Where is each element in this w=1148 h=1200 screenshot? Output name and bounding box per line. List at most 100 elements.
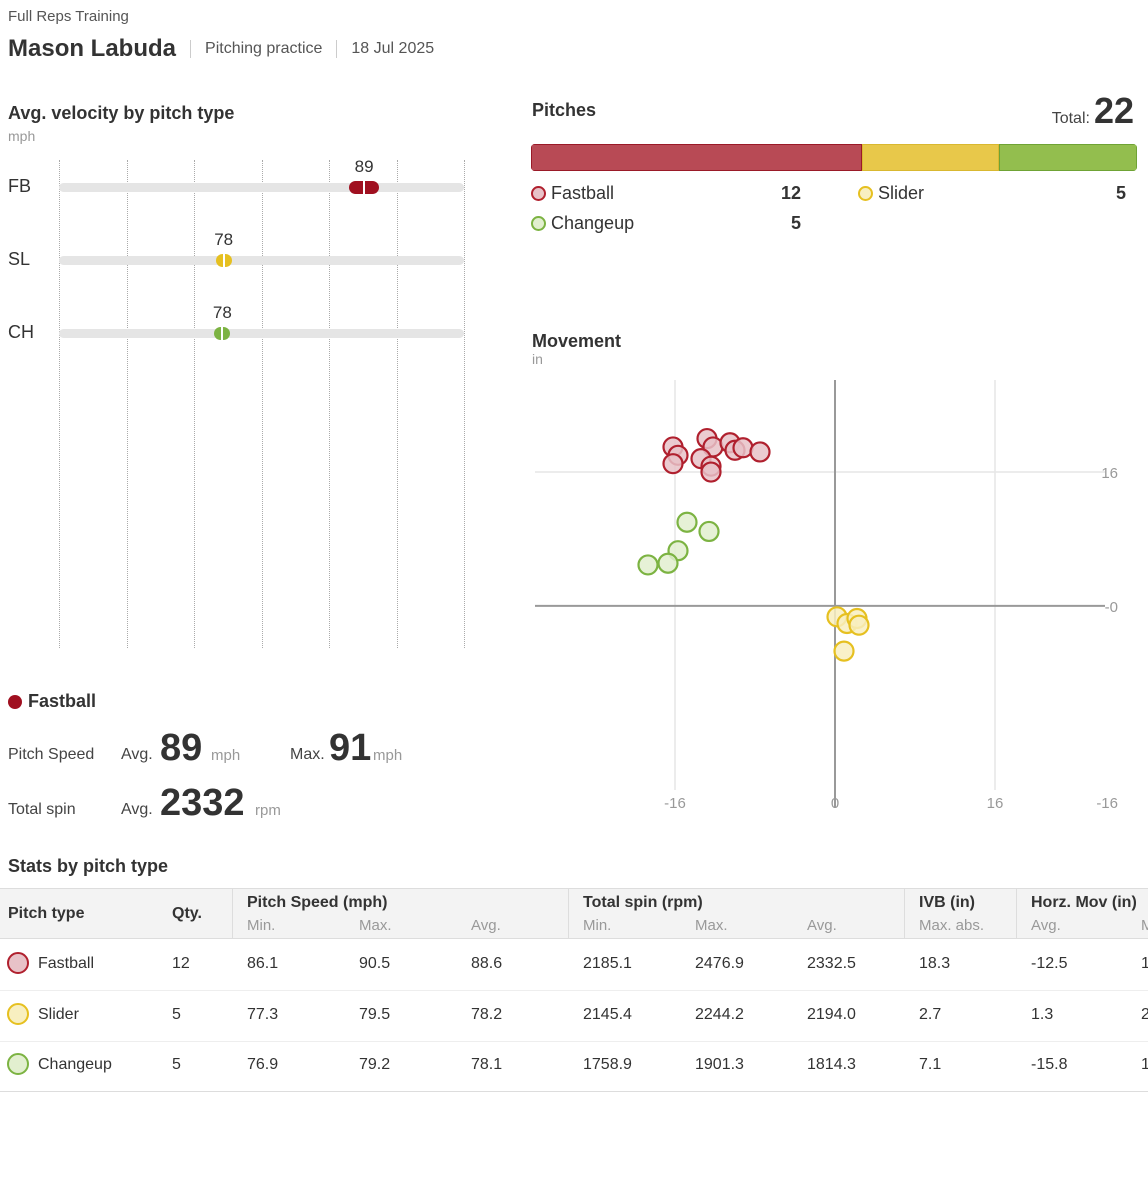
- legend-changeup-count: 5: [790, 213, 801, 233]
- velocity-value-label: 78: [214, 230, 234, 249]
- th-speed-avg[interactable]: Avg.: [471, 917, 501, 934]
- velocity-gridline: [396, 160, 398, 648]
- cell-ivb: 2.7: [919, 1005, 942, 1023]
- movement-x-tick: -16: [664, 795, 686, 812]
- th-qty[interactable]: Qty.: [172, 905, 202, 922]
- cell-pitch-name: Changeup: [38, 1056, 112, 1073]
- cell-s-avg: 88.6: [471, 955, 503, 972]
- th-pitch-type[interactable]: Pitch type: [8, 905, 85, 922]
- movement-chart: -16 0 16 -16 16 -0: [535, 380, 1118, 812]
- session-type: Pitching practice: [205, 40, 323, 57]
- max-speed-unit: mph: [373, 747, 403, 764]
- th-total-spin: Total spin (rpm): [583, 894, 703, 911]
- fastball-dot-icon: [8, 694, 22, 709]
- movement-point-slider[interactable]: [848, 614, 870, 636]
- pitches-total: Total: 22: [1052, 90, 1134, 132]
- movement-point-changeup[interactable]: [637, 554, 659, 576]
- slider-swatch-icon: [858, 186, 873, 201]
- th-spin-max[interactable]: Max.: [695, 917, 728, 934]
- cell-sp-max: 1901.3: [695, 1056, 744, 1073]
- cell-sp-max: 2476.9: [695, 955, 744, 972]
- th-horz-mov: Horz. Mov (in): [1031, 894, 1137, 911]
- movement-x-tick: 0: [831, 795, 839, 812]
- velocity-row-label: CH: [8, 322, 34, 342]
- velocity-row-label: FB: [8, 176, 32, 196]
- movement-title: Movement: [532, 331, 622, 351]
- pitch-bar-segment-changeup[interactable]: [999, 144, 1137, 171]
- th-speed-min[interactable]: Min.: [247, 917, 276, 934]
- avg-spin-unit: rpm: [255, 802, 281, 819]
- velocity-title: Avg. velocity by pitch type: [8, 103, 235, 123]
- velocity-value-label: 89: [354, 157, 374, 176]
- cell-ivb: 7.1: [919, 1056, 942, 1073]
- th-spin-min[interactable]: Min.: [583, 917, 612, 934]
- row-divider: [0, 1091, 1148, 1092]
- org-name: Full Reps Training: [8, 8, 129, 25]
- stats-table-header: [0, 888, 1148, 939]
- movement-point-fastball[interactable]: [749, 441, 771, 463]
- total-label: Total:: [1051, 110, 1090, 127]
- row-divider: [0, 990, 1148, 991]
- movement-point-fastball[interactable]: [732, 437, 754, 459]
- velocity-avg-tick: [221, 327, 224, 340]
- velocity-avg-tick: [222, 254, 225, 267]
- pitch-bar-segment-slider[interactable]: [861, 144, 1000, 171]
- legend-changeup[interactable]: Changeup 5: [531, 213, 801, 234]
- cell-sp-avg: 2194.0: [807, 1005, 856, 1023]
- pitch-bar-segment-fastball[interactable]: [531, 144, 862, 171]
- legend-slider[interactable]: Slider 5: [858, 183, 1126, 204]
- avg-speed-value: 89: [160, 727, 203, 769]
- legend-fastball[interactable]: Fastball 12: [531, 183, 801, 204]
- cell-horz: -12.5: [1031, 955, 1068, 972]
- max-speed-value: 91: [329, 727, 372, 769]
- movement-point-changeup[interactable]: [698, 520, 720, 543]
- cell-s-max: 79.5: [359, 1005, 391, 1023]
- movement-point-fastball[interactable]: [662, 453, 684, 475]
- th-ivb-maxabs[interactable]: Max. abs.: [919, 917, 985, 934]
- cell-s-min: 77.3: [247, 1005, 279, 1023]
- cell-s-min: 76.9: [247, 1056, 279, 1073]
- legend-slider-label: Slider: [878, 183, 925, 203]
- changeup-swatch-icon: [531, 216, 546, 231]
- movement-point-fastball[interactable]: [700, 461, 722, 483]
- fastball-swatch-icon: [531, 186, 546, 201]
- pitch-distribution-bar: [531, 144, 1137, 171]
- movement-point-changeup[interactable]: [657, 552, 679, 574]
- th-speed-max[interactable]: Max.: [359, 917, 392, 934]
- cell-sp-min: 2185.1: [583, 955, 632, 972]
- legend-slider-count: 5: [1115, 183, 1126, 203]
- player-name: Mason Labuda: [8, 35, 177, 62]
- max-speed-label: Max.: [290, 746, 325, 763]
- cell-pitch-name: Fastball: [38, 955, 95, 972]
- cell-qty: 5: [172, 1056, 181, 1073]
- cell-sp-avg: 2332.5: [807, 955, 856, 972]
- col-divider: [232, 888, 233, 939]
- cell-s-avg: 78.2: [471, 1005, 503, 1023]
- velocity-gridline: [194, 160, 195, 648]
- th-spin-avg[interactable]: Avg.: [807, 917, 837, 934]
- changeup-swatch-icon: [7, 1053, 29, 1075]
- movement-point-changeup[interactable]: [676, 511, 698, 533]
- th-cut[interactable]: M: [1141, 917, 1148, 934]
- cell-ivb: 18.3: [919, 955, 951, 972]
- detail-pitch: Fastball: [8, 691, 96, 712]
- velocity-unit: mph: [8, 128, 36, 144]
- header-divider: [336, 40, 338, 58]
- stats-title: Stats by pitch type: [8, 856, 169, 876]
- movement-y-tick: -16: [1096, 795, 1118, 812]
- velocity-gridline: [126, 160, 128, 648]
- movement-point-slider[interactable]: [833, 640, 855, 662]
- cell-sp-avg: 1814.3: [807, 1056, 856, 1073]
- row-divider: [0, 1040, 1148, 1042]
- cell-s-max: 79.2: [359, 1056, 391, 1073]
- legend-changeup-label: Changeup: [551, 213, 635, 233]
- spin-label: Total spin: [8, 801, 76, 818]
- cell-pitch-name: Slider: [38, 1005, 79, 1023]
- velocity-track: [59, 183, 464, 192]
- legend-fastball-count: 12: [780, 183, 801, 203]
- th-horz-avg[interactable]: Avg.: [1031, 917, 1061, 934]
- velocity-avg-tick: [363, 181, 366, 194]
- movement-unit: in: [532, 351, 543, 367]
- cell-qty: 12: [172, 955, 190, 972]
- cell-sp-min: 2145.4: [583, 1005, 632, 1023]
